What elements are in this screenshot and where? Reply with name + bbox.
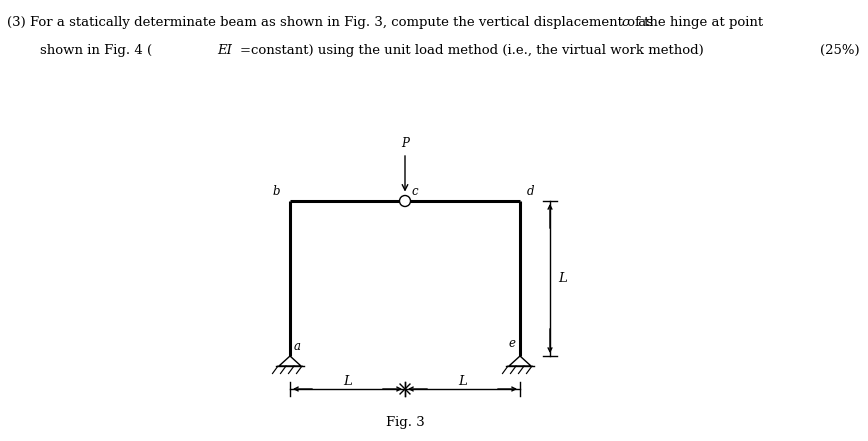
Text: b: b [273, 185, 280, 198]
Text: c: c [412, 185, 418, 198]
Text: EI: EI [217, 44, 232, 57]
Text: L: L [343, 375, 352, 388]
Text: (25%): (25%) [820, 44, 860, 57]
Text: Fig. 3: Fig. 3 [385, 416, 424, 429]
Circle shape [399, 195, 411, 206]
Text: a: a [294, 340, 301, 353]
Text: c: c [621, 16, 628, 29]
Text: e: e [509, 337, 516, 350]
Text: shown in Fig. 4 (: shown in Fig. 4 ( [40, 44, 152, 57]
Text: L: L [458, 375, 467, 388]
Text: L: L [558, 272, 567, 285]
Text: (3) For a statically determinate beam as shown in Fig. 3, compute the vertical d: (3) For a statically determinate beam as… [7, 16, 767, 29]
Text: as: as [634, 16, 653, 29]
Text: =constant) using the unit load method (i.e., the virtual work method): =constant) using the unit load method (i… [240, 44, 704, 57]
Text: P: P [401, 137, 409, 150]
Text: d: d [527, 185, 535, 198]
